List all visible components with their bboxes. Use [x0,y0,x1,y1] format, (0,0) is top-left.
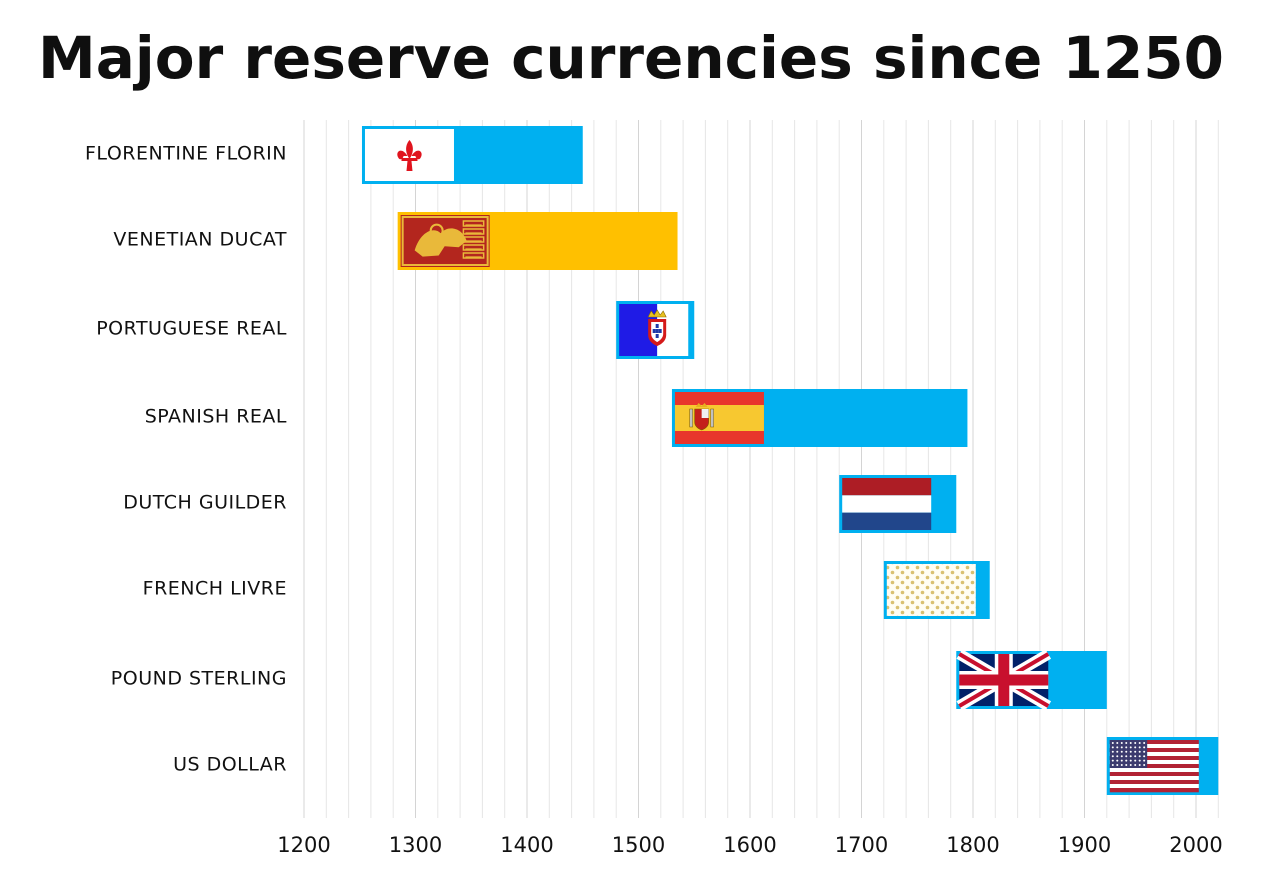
chart-title: Major reserve currencies since 1250 [38,24,1224,92]
x-tick-label: 1500 [612,833,665,857]
spain-flag-icon [674,392,764,444]
venice-flag-icon [400,215,490,267]
x-tick-label: 1800 [946,833,999,857]
x-axis-ticks: 1200 1300 1400 1500 1600 1700 1800 1900 2000 [277,833,1222,857]
category-label: SPANISH REAL [145,406,287,428]
category-label: FRENCH LIVRE [143,578,287,600]
x-tick-label: 1900 [1058,833,1111,857]
florence-flag-icon [364,129,454,181]
netherlands-flag-icon [842,478,932,530]
bars-layer [361,126,1219,795]
uk-flag-icon [956,649,1052,711]
x-tick-label: 1300 [389,833,442,857]
category-label: VENETIAN DUCAT [113,229,287,251]
category-label: FLORENTINE FLORIN [85,143,287,165]
x-tick-label: 1400 [500,833,553,857]
x-tick-label: 1200 [277,833,330,857]
category-labels: FLORENTINE FLORIN VENETIAN DUCAT PORTUGUES… [85,143,287,776]
category-label: PORTUGUESE REAL [96,318,287,340]
x-tick-label: 1600 [723,833,776,857]
portugal-flag-icon [619,304,689,356]
us-flag-icon [1109,740,1199,793]
france-flag-icon [886,564,976,616]
x-tick-label: 2000 [1169,833,1222,857]
category-label: POUND STERLING [111,668,287,690]
category-label: DUTCH GUILDER [123,492,287,514]
x-tick-label: 1700 [835,833,888,857]
category-label: US DOLLAR [173,754,287,776]
